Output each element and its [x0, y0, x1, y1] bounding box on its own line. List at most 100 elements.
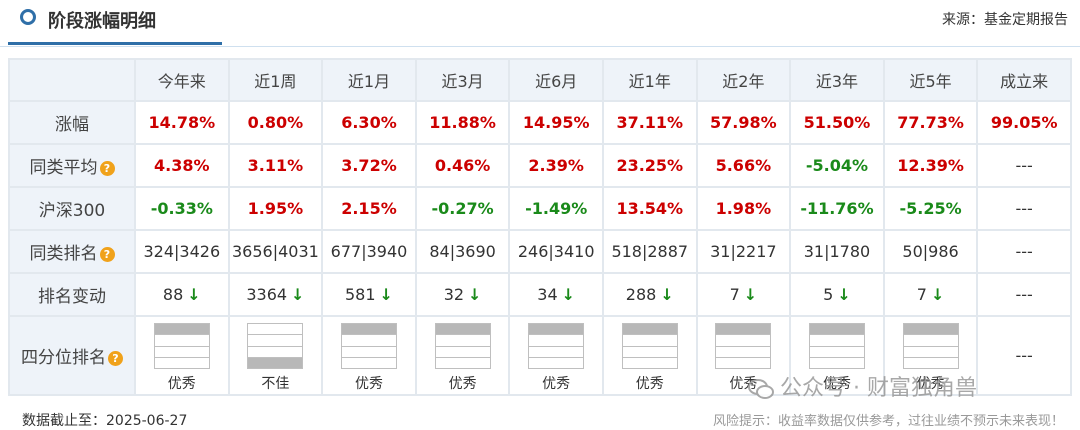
cell-value: --- — [1015, 156, 1033, 175]
quartile-segment — [154, 357, 209, 368]
column-header: 今年来 — [134, 58, 230, 102]
down-arrow-icon: ↓ — [837, 285, 851, 304]
table-cell: 7 ↓ — [695, 272, 792, 317]
quartile-label: 优秀 — [354, 376, 383, 392]
table-cell: 3656|4031 — [227, 229, 324, 274]
cell-value: 0.80% — [247, 113, 304, 132]
cell-value: -0.27% — [431, 199, 494, 218]
cell-value: 2.15% — [341, 199, 397, 218]
quartile-cell: 优秀 — [695, 315, 792, 396]
wechat-icon — [748, 379, 774, 399]
question-icon[interactable]: ? — [99, 246, 115, 262]
cell-value: 581 — [345, 285, 376, 304]
table-cell: -1.49% — [508, 186, 604, 231]
quartile-segment — [341, 335, 396, 347]
corner-cell — [8, 58, 136, 102]
cell-value: -11.76% — [800, 199, 874, 218]
table-cell: 37.11% — [601, 100, 698, 145]
down-arrow-icon: ↓ — [561, 285, 576, 304]
cell-value: 99.05% — [990, 113, 1058, 132]
table-cell: 57.98% — [695, 100, 792, 145]
table-cell: 4.38% — [134, 143, 230, 188]
quartile-segment — [716, 324, 771, 336]
quartile-segment — [248, 324, 303, 336]
question-icon[interactable]: ? — [99, 160, 115, 176]
watermark: 公众号 · 财富独角兽 — [748, 370, 977, 402]
table-cell: -11.76% — [789, 186, 885, 231]
table-cell: 23.25% — [601, 143, 698, 188]
cell-value: 3656|4031 — [231, 242, 319, 261]
table-row-growth: 涨幅 14.78% 0.80% 6.30% 11.88% 14.95% 37.11% 57.… — [8, 100, 1072, 145]
table-cell: 50|986 — [882, 229, 979, 274]
section-header: 阶段涨幅明细 来源：基金定期报告 — [0, 0, 1080, 47]
row-label-text: 同类排名 — [29, 244, 98, 264]
quartile-label: 优秀 — [729, 376, 758, 392]
cell-value: 1.98% — [715, 199, 772, 218]
table-cell: --- — [976, 272, 1072, 317]
question-icon[interactable]: ? — [108, 350, 123, 366]
cell-value: 34 — [537, 285, 558, 304]
down-arrow-icon: ↓ — [743, 285, 758, 304]
cell-value: 3.11% — [247, 156, 304, 175]
quartile-segment — [248, 346, 303, 358]
down-arrow-icon: ↓ — [187, 285, 201, 304]
cell-value: 84|3690 — [429, 242, 496, 261]
table-cell: 99.05% — [976, 100, 1072, 145]
table-cell: 581 ↓ — [321, 272, 417, 317]
table-cell: 246|3410 — [508, 229, 604, 274]
table-cell: 288 ↓ — [601, 272, 698, 317]
quartile-segment — [809, 335, 864, 347]
table-cell: 88 ↓ — [134, 272, 230, 317]
table-cell: 0.46% — [414, 143, 511, 188]
row-label[interactable]: 同类排名? — [8, 229, 136, 274]
quartile-segment — [435, 335, 490, 347]
cell-value: --- — [1015, 285, 1033, 304]
quartile-cell: 优秀 — [134, 315, 230, 396]
column-header: 近2年 — [695, 58, 792, 102]
quartile-segment — [622, 357, 677, 368]
down-arrow-icon: ↓ — [930, 285, 945, 304]
cell-value: 7 — [916, 285, 927, 304]
quartile-segment — [248, 357, 303, 368]
table-cell: 6.30% — [321, 100, 417, 145]
quartile-label: 优秀 — [167, 376, 196, 392]
row-label-text: 同类平均 — [29, 158, 98, 178]
table-cell: 51.50% — [789, 100, 885, 145]
table-cell: 84|3690 — [414, 229, 511, 274]
quartile-bar — [715, 323, 772, 369]
column-header: 近3年 — [789, 58, 885, 102]
table-cell: 2.15% — [321, 186, 417, 231]
table-row-quartile: 四分位排名? 优秀 不佳 优秀 优秀 优秀 优秀 优秀 优秀 优秀 --- — [8, 315, 1072, 396]
cell-value: 246|3410 — [517, 242, 595, 261]
quartile-cell: 优秀 — [601, 315, 698, 396]
table-cell: -5.04% — [789, 143, 885, 188]
cell-value: 14.78% — [148, 113, 216, 132]
table-cell: 14.95% — [508, 100, 604, 145]
cell-value: 31|1780 — [803, 242, 871, 261]
column-header: 近1周 — [227, 58, 324, 102]
row-label[interactable]: 四分位排名? — [8, 315, 136, 396]
cell-value: 1.95% — [247, 199, 304, 218]
down-arrow-icon: ↓ — [291, 285, 305, 304]
row-label: 沪深300 — [8, 186, 136, 231]
quartile-segment — [622, 324, 677, 336]
table-cell: --- — [976, 143, 1072, 188]
quartile-segment — [903, 324, 958, 336]
table-cell: 5.66% — [695, 143, 792, 188]
cell-value: -0.33% — [150, 199, 213, 218]
table-cell: --- — [976, 186, 1072, 231]
quartile-segment — [341, 346, 396, 358]
column-header: 近1年 — [601, 58, 698, 102]
cell-value: 288 — [625, 285, 657, 304]
quartile-segment — [903, 357, 958, 368]
row-label[interactable]: 同类平均? — [8, 143, 136, 188]
quartile-cell: 不佳 — [227, 315, 324, 396]
quartile-segment — [716, 357, 771, 368]
table-cell: 11.88% — [414, 100, 511, 145]
down-arrow-icon: ↓ — [660, 285, 674, 304]
table-cell: -5.25% — [882, 186, 979, 231]
data-date: 数据截止至：2025-06-27 — [22, 413, 188, 429]
quartile-label: 不佳 — [261, 376, 290, 392]
table-header-row: 今年来 近1周 近1月 近3月 近6月 近1年 近2年 近3年 近5年 成立来 — [8, 58, 1072, 102]
column-header: 近3月 — [414, 58, 511, 102]
